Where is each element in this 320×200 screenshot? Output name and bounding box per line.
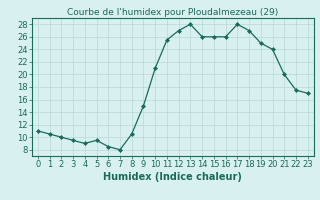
Title: Courbe de l'humidex pour Ploudalmezeau (29): Courbe de l'humidex pour Ploudalmezeau (… <box>67 8 278 17</box>
X-axis label: Humidex (Indice chaleur): Humidex (Indice chaleur) <box>103 172 242 182</box>
